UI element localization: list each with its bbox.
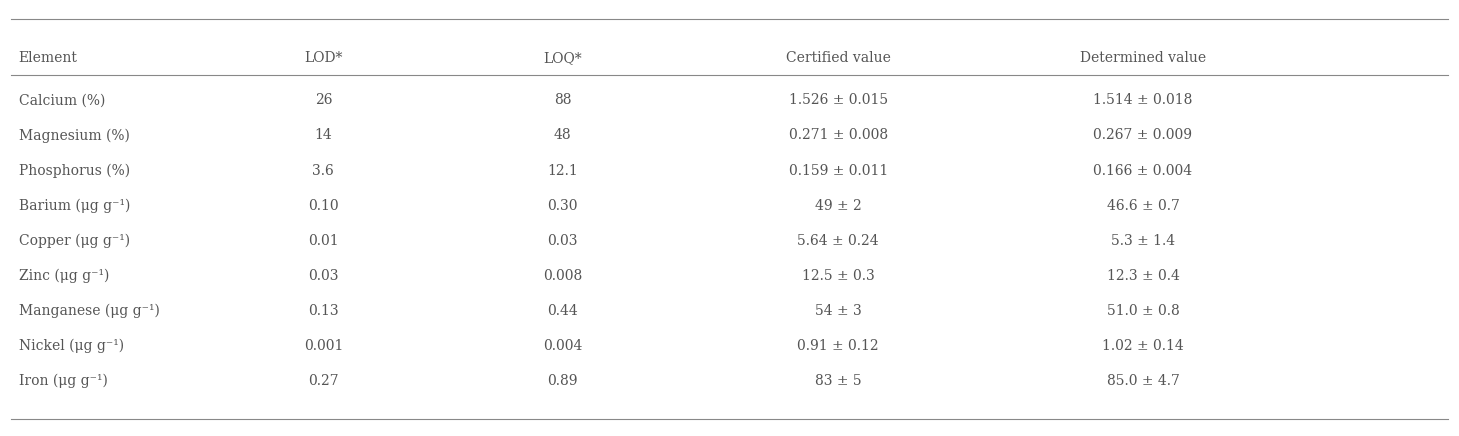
Text: Phosphorus (%): Phosphorus (%) — [19, 164, 130, 178]
Text: 1.526 ± 0.015: 1.526 ± 0.015 — [789, 93, 889, 107]
Text: Copper (μg g⁻¹): Copper (μg g⁻¹) — [19, 233, 130, 248]
Text: Determined value: Determined value — [1080, 51, 1207, 65]
Text: 0.13: 0.13 — [308, 304, 338, 318]
Text: 0.10: 0.10 — [308, 198, 338, 213]
Text: Calcium (%): Calcium (%) — [19, 93, 105, 107]
Text: 46.6 ± 0.7: 46.6 ± 0.7 — [1106, 198, 1179, 213]
Text: 0.03: 0.03 — [308, 269, 338, 283]
Text: LOD*: LOD* — [303, 51, 343, 65]
Text: 3.6: 3.6 — [312, 164, 334, 177]
Text: 1.02 ± 0.14: 1.02 ± 0.14 — [1102, 339, 1183, 353]
Text: 12.1: 12.1 — [547, 164, 578, 177]
Text: 12.3 ± 0.4: 12.3 ± 0.4 — [1106, 269, 1179, 283]
Text: 0.001: 0.001 — [303, 339, 343, 353]
Text: 1.514 ± 0.018: 1.514 ± 0.018 — [1093, 93, 1192, 107]
Text: 0.004: 0.004 — [543, 339, 582, 353]
Text: Nickel (μg g⁻¹): Nickel (μg g⁻¹) — [19, 339, 124, 353]
Text: 0.44: 0.44 — [547, 304, 578, 318]
Text: Iron (μg g⁻¹): Iron (μg g⁻¹) — [19, 374, 108, 388]
Text: 0.01: 0.01 — [308, 234, 338, 248]
Text: 0.267 ± 0.009: 0.267 ± 0.009 — [1093, 129, 1192, 143]
Text: Barium (μg g⁻¹): Barium (μg g⁻¹) — [19, 198, 130, 213]
Text: Certified value: Certified value — [786, 51, 891, 65]
Text: 0.159 ± 0.011: 0.159 ± 0.011 — [789, 164, 889, 177]
Text: 5.3 ± 1.4: 5.3 ± 1.4 — [1110, 234, 1174, 248]
Text: Zinc (μg g⁻¹): Zinc (μg g⁻¹) — [19, 269, 109, 283]
Text: 0.30: 0.30 — [547, 198, 578, 213]
Text: 54 ± 3: 54 ± 3 — [816, 304, 862, 318]
Text: 85.0 ± 4.7: 85.0 ± 4.7 — [1106, 374, 1179, 388]
Text: 49 ± 2: 49 ± 2 — [816, 198, 862, 213]
Text: 0.27: 0.27 — [308, 374, 338, 388]
Text: 26: 26 — [315, 93, 333, 107]
Text: 0.91 ± 0.12: 0.91 ± 0.12 — [798, 339, 880, 353]
Text: LOQ*: LOQ* — [543, 51, 582, 65]
Text: Manganese (μg g⁻¹): Manganese (μg g⁻¹) — [19, 303, 159, 318]
Text: 0.03: 0.03 — [547, 234, 578, 248]
Text: 83 ± 5: 83 ± 5 — [816, 374, 862, 388]
Text: 48: 48 — [554, 129, 572, 143]
Text: 51.0 ± 0.8: 51.0 ± 0.8 — [1106, 304, 1179, 318]
Text: 88: 88 — [554, 93, 572, 107]
Text: Element: Element — [19, 51, 77, 65]
Text: 0.008: 0.008 — [543, 269, 582, 283]
Text: 5.64 ± 0.24: 5.64 ± 0.24 — [798, 234, 880, 248]
Text: 0.271 ± 0.008: 0.271 ± 0.008 — [789, 129, 889, 143]
Text: 0.89: 0.89 — [547, 374, 578, 388]
Text: 12.5 ± 0.3: 12.5 ± 0.3 — [802, 269, 875, 283]
Text: 0.166 ± 0.004: 0.166 ± 0.004 — [1093, 164, 1192, 177]
Text: Magnesium (%): Magnesium (%) — [19, 128, 130, 143]
Text: 14: 14 — [315, 129, 333, 143]
